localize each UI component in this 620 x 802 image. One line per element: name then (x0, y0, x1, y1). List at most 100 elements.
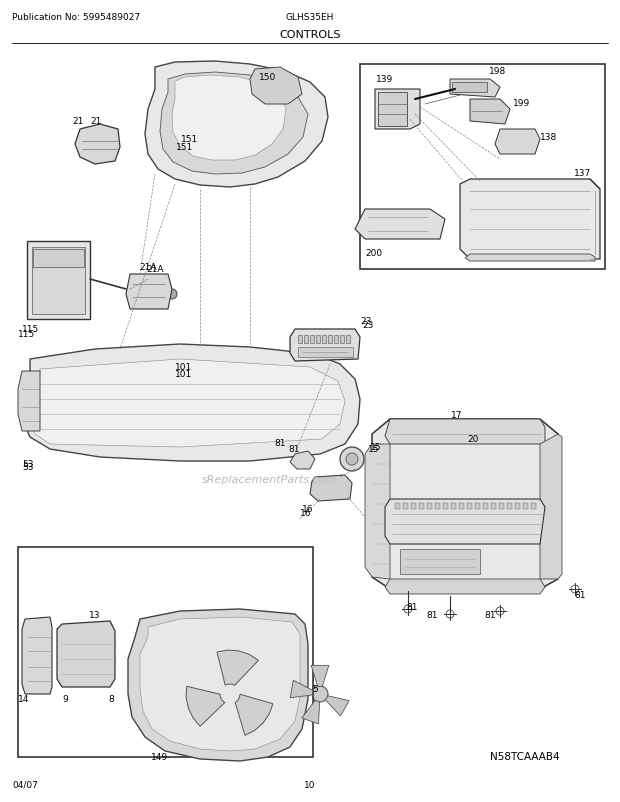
Text: 150: 150 (259, 74, 277, 83)
Bar (507, 504, 512, 509)
Polygon shape (32, 248, 85, 314)
Text: 81: 81 (484, 611, 496, 620)
Polygon shape (385, 419, 545, 444)
Text: 9: 9 (62, 695, 68, 703)
Circle shape (66, 653, 90, 677)
Text: 15: 15 (370, 443, 381, 452)
Polygon shape (311, 666, 329, 687)
Circle shape (177, 379, 187, 390)
Text: N58TCAAAB4: N58TCAAAB4 (490, 751, 560, 761)
Bar (435, 504, 440, 509)
Text: 13: 13 (89, 611, 101, 620)
Bar (427, 504, 432, 509)
Polygon shape (57, 622, 115, 687)
Circle shape (175, 639, 285, 749)
Polygon shape (465, 255, 595, 261)
Text: 23: 23 (362, 321, 373, 330)
Bar (18, 547, 313, 757)
Text: 16: 16 (302, 505, 314, 514)
Text: GLHS35EH: GLHS35EH (286, 13, 334, 22)
Circle shape (73, 660, 83, 670)
Bar (531, 504, 536, 509)
Circle shape (52, 278, 84, 310)
Polygon shape (460, 180, 600, 260)
Text: 5: 5 (312, 685, 317, 694)
Polygon shape (235, 695, 273, 735)
Circle shape (324, 481, 340, 497)
Polygon shape (28, 359, 345, 448)
Text: 20: 20 (467, 435, 479, 444)
Bar (340, 335, 344, 343)
Bar (33, 249, 84, 268)
Text: 81: 81 (406, 603, 418, 612)
Polygon shape (310, 476, 352, 501)
Bar (400, 549, 480, 574)
Bar (483, 504, 488, 509)
Polygon shape (18, 371, 40, 431)
Polygon shape (372, 419, 558, 589)
Text: 81: 81 (574, 591, 586, 600)
Text: 21: 21 (72, 117, 83, 127)
Circle shape (60, 647, 96, 683)
Bar (378, 93, 407, 127)
Polygon shape (326, 696, 349, 716)
Text: 149: 149 (151, 752, 169, 762)
Polygon shape (470, 100, 510, 125)
Polygon shape (160, 73, 308, 175)
Text: 137: 137 (574, 169, 591, 178)
Bar (346, 335, 350, 343)
Circle shape (64, 290, 72, 298)
Polygon shape (186, 687, 225, 727)
Polygon shape (27, 241, 90, 320)
Polygon shape (450, 80, 500, 98)
Text: 81: 81 (288, 445, 299, 454)
Polygon shape (302, 700, 319, 724)
Text: 23: 23 (360, 317, 371, 326)
Text: CONTROLS: CONTROLS (279, 30, 341, 40)
Text: 17: 17 (451, 411, 463, 420)
Text: 15: 15 (368, 445, 379, 454)
Text: 21: 21 (90, 117, 102, 127)
Text: 101: 101 (175, 363, 192, 372)
Text: Publication No: 5995489027: Publication No: 5995489027 (12, 13, 140, 22)
Text: 53: 53 (22, 460, 33, 469)
Text: 138: 138 (540, 133, 557, 142)
Polygon shape (217, 650, 259, 686)
Bar (467, 504, 472, 509)
Text: 8: 8 (108, 695, 113, 703)
Polygon shape (250, 68, 302, 105)
Circle shape (346, 453, 358, 465)
Polygon shape (140, 618, 300, 751)
Bar (403, 504, 408, 509)
Text: 21A: 21A (140, 263, 157, 272)
Text: 81: 81 (426, 611, 438, 620)
Bar (316, 335, 320, 343)
Text: 139: 139 (376, 75, 393, 83)
Text: 198: 198 (489, 67, 507, 76)
Text: 10: 10 (304, 780, 316, 789)
Bar (419, 504, 424, 509)
Text: 151: 151 (182, 136, 198, 144)
Text: 21A: 21A (146, 265, 164, 274)
Bar (334, 335, 338, 343)
Circle shape (96, 647, 120, 671)
Bar (459, 504, 464, 509)
Polygon shape (22, 345, 360, 461)
Circle shape (220, 684, 240, 704)
Circle shape (226, 691, 234, 698)
Bar (515, 504, 520, 509)
Circle shape (312, 687, 328, 702)
Polygon shape (385, 500, 545, 545)
Circle shape (102, 653, 114, 665)
Bar (298, 335, 302, 343)
Bar (452, 83, 487, 93)
Circle shape (182, 646, 278, 742)
Bar (499, 504, 504, 509)
Polygon shape (22, 618, 52, 695)
Polygon shape (75, 125, 120, 164)
Bar (298, 347, 353, 358)
Bar (360, 65, 605, 269)
Text: 81: 81 (274, 439, 286, 448)
Polygon shape (290, 452, 315, 469)
Text: 115: 115 (18, 330, 35, 339)
